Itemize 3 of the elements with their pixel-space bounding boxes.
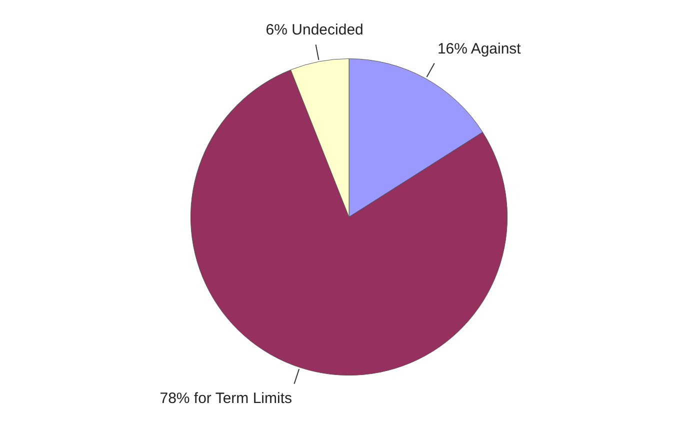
slice-label: 16% Against [437, 40, 522, 58]
slice-label: 6% Undecided [266, 21, 364, 38]
slice-label: 78% for Term Limits [160, 390, 292, 407]
